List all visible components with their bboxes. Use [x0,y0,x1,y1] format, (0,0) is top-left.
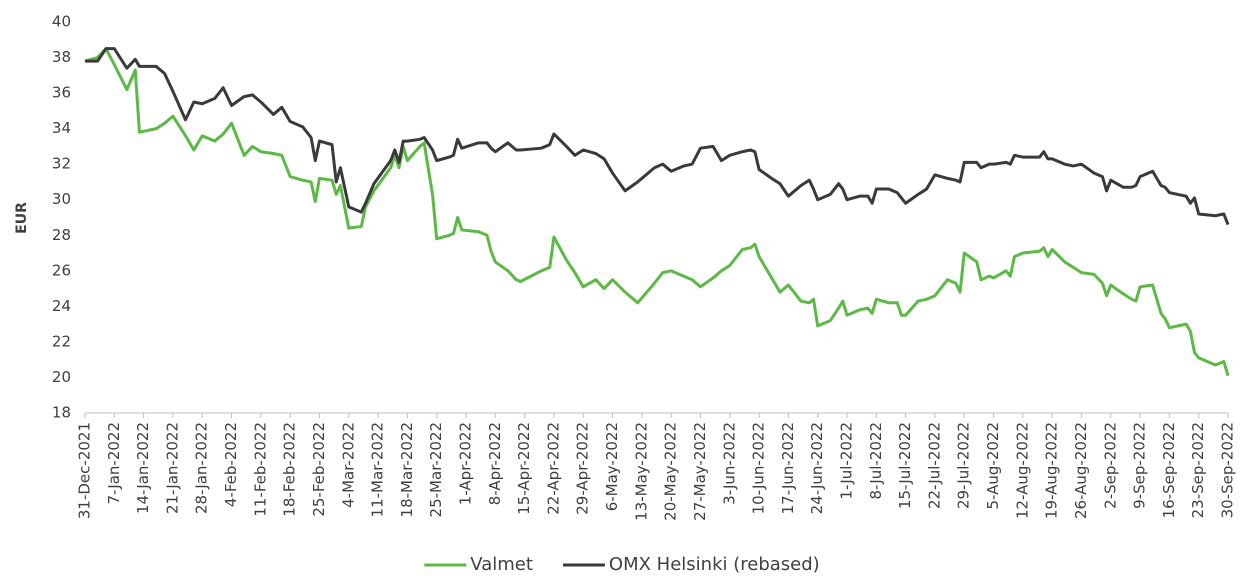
x-tick-label: 21-Jan-2022 [163,422,181,514]
x-tick-label: 17-Jun-2022 [779,422,797,514]
series-line [85,47,1230,226]
y-tick-label: 18 [52,404,71,422]
x-tick-label: 16-Sep-2022 [1160,422,1178,518]
x-tick-label: 8-Jul-2022 [867,422,885,499]
x-tick-label: 15-Apr-2022 [515,422,533,515]
x-tick-label: 15-Jul-2022 [896,422,914,509]
x-tick-label: 11-Mar-2022 [369,422,387,517]
x-tick-label: 10-Jun-2022 [750,422,768,514]
x-tick-label: 18-Feb-2022 [281,422,299,517]
x-tick-label: 7-Jan-2022 [105,422,123,505]
series-line [84,47,1230,377]
x-tick-label: 23-Sep-2022 [1189,422,1207,518]
y-tick-label: 34 [52,119,71,137]
x-tick-label: 25-Mar-2022 [427,422,445,517]
y-tick-label: 38 [52,48,71,66]
x-tick-label: 28-Jan-2022 [193,422,211,514]
y-tick-label: 36 [52,84,71,102]
y-tick-label: 20 [52,368,71,386]
x-tick-label: 29-Jul-2022 [955,422,973,509]
x-tick-label: 9-Sep-2022 [1131,422,1149,509]
x-tick-label: 4-Mar-2022 [339,422,357,508]
x-tick-label: 30-Sep-2022 [1219,422,1237,518]
x-tick-label: 13-May-2022 [632,422,650,521]
x-tick-label: 26-Aug-2022 [1072,422,1090,519]
y-tick-label: 26 [52,261,71,279]
y-tick-label: 30 [52,190,71,208]
x-tick-label: 29-Apr-2022 [574,422,592,515]
x-tick-label: 31-Dec-2021 [76,422,94,519]
x-tick-label: 1-Apr-2022 [457,422,475,505]
x-tick-label: 1-Jul-2022 [838,422,856,499]
y-axis-title: EUR [14,202,30,234]
x-tick-label: 18-Mar-2022 [398,422,416,517]
x-tick-label: 4-Feb-2022 [222,422,240,507]
legend: Valmet OMX Helsinki (rebased) [424,554,820,575]
x-tick-label: 22-Apr-2022 [544,422,562,515]
x-tick-label: 5-Aug-2022 [984,422,1002,510]
x-tick-label: 14-Jan-2022 [134,422,152,514]
y-tick-label: 28 [52,226,71,244]
legend-label: Valmet [470,554,533,575]
legend-label: OMX Helsinki (rebased) [609,554,820,575]
y-tick-label: 32 [52,155,71,173]
y-tick-label: 40 [52,13,71,31]
x-tick-label: 8-Apr-2022 [486,422,504,505]
x-tick-label: 6-May-2022 [603,422,621,511]
x-tick-label: 25-Feb-2022 [310,422,328,517]
x-tick-label: 3-Jun-2022 [720,422,738,505]
x-tick-label: 20-May-2022 [662,422,680,521]
x-tick-label: 27-May-2022 [691,422,709,521]
x-tick-label: 2-Sep-2022 [1101,422,1119,509]
y-tick-label: 24 [52,297,71,315]
x-tick-label: 22-Jul-2022 [925,422,943,509]
y-tick-label: 22 [52,332,71,350]
x-tick-label: 11-Feb-2022 [251,422,269,517]
x-tick-label: 19-Aug-2022 [1043,422,1061,519]
x-tick-label: 24-Jun-2022 [808,422,826,514]
x-tick-label: 12-Aug-2022 [1013,422,1031,519]
